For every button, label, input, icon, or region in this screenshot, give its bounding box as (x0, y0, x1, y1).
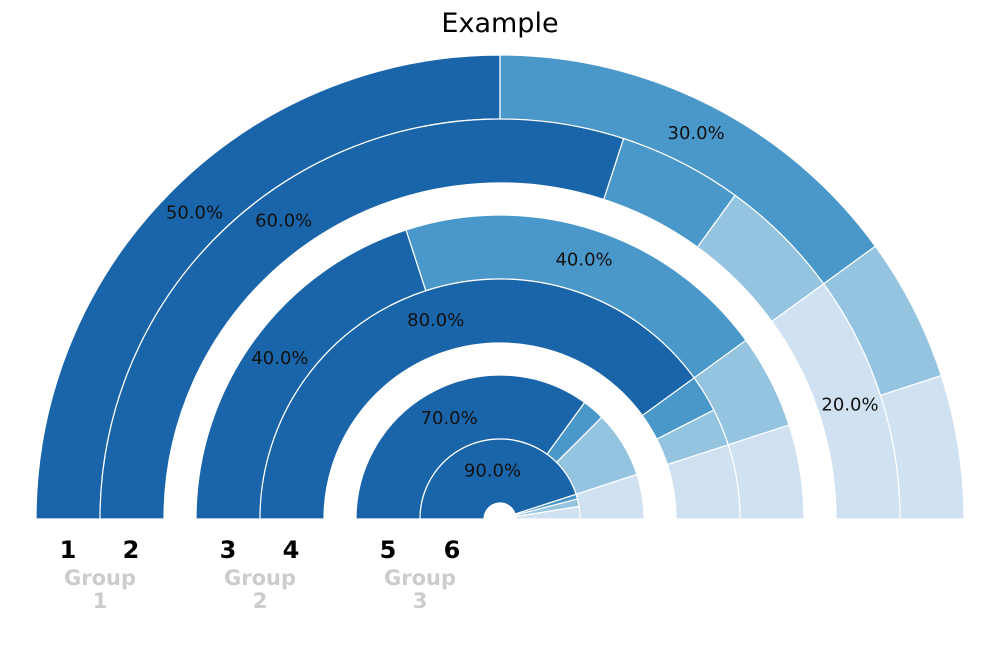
segment-g3-r2-s1 (419, 438, 577, 520)
data-label-g2-r2: 80.0% (407, 310, 464, 331)
segment-g2-r2-s4 (666, 444, 741, 520)
data-label-g2-r1: 40.0% (251, 348, 308, 369)
group-label-3-line-2: 3 (413, 589, 428, 613)
data-label-g1-r1: 50.0% (166, 203, 223, 224)
ring-number-4: 4 (283, 536, 300, 564)
segment-g2-r2-s1 (259, 278, 696, 520)
group-label-1-line-1: Group (64, 566, 136, 590)
segment-g3-r2-s4 (515, 505, 581, 520)
ring-number-1: 1 (60, 536, 77, 564)
ring-number-5: 5 (380, 536, 397, 564)
group-label-1-line-2: 1 (93, 589, 108, 613)
group-label-2-line-2: 2 (253, 589, 268, 613)
labels-layer: 50.0%160.0%2Group140.0%380.0%4Group270.0… (60, 123, 879, 613)
ring-number-6: 6 (444, 536, 461, 564)
segment-g1-r2-s4 (770, 283, 901, 520)
chart-title: Example (441, 8, 558, 39)
group-label-3-line-1: Group (384, 566, 456, 590)
rings-layer (35, 54, 965, 520)
data-label-extra-3: 40.0% (555, 249, 612, 270)
data-label-g3-r2: 90.0% (464, 461, 521, 482)
data-label-g3-r1: 70.0% (421, 408, 478, 429)
group-label-2-line-1: Group (224, 566, 296, 590)
data-label-g1-r2: 60.0% (255, 210, 312, 231)
segment-g1-r2-s1 (99, 118, 625, 520)
ring-number-2: 2 (123, 536, 140, 564)
data-label-extra-2: 20.0% (821, 394, 878, 415)
data-label-extra-1: 30.0% (668, 123, 725, 144)
ring-number-3: 3 (220, 536, 237, 564)
